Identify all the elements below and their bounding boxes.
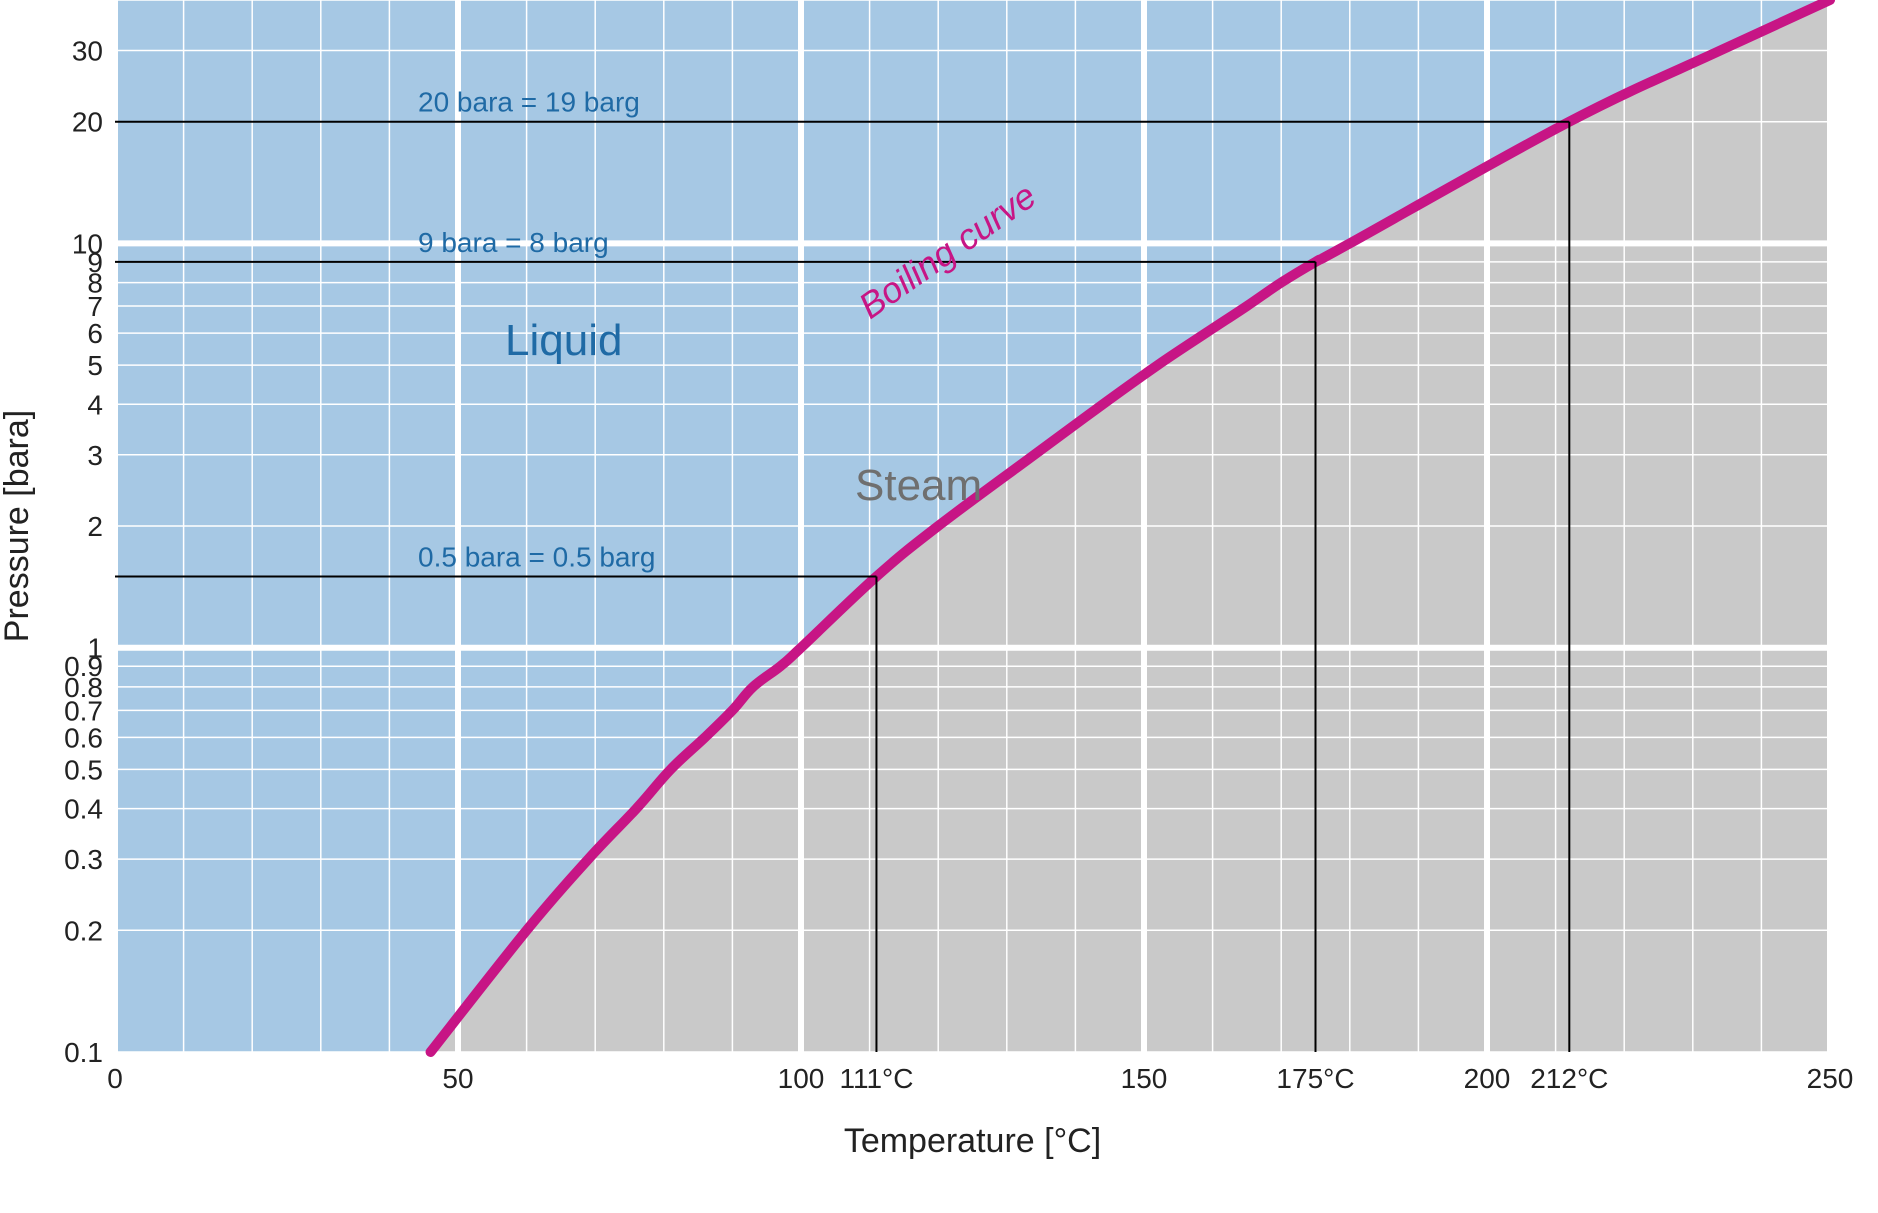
y-tick-label: 0.3 [64,844,103,875]
y-tick-label: 4 [87,389,103,420]
y-tick-label: 30 [72,36,103,67]
y-tick-label: 1 [87,633,103,664]
y-tick-label: 3 [87,440,103,471]
y-tick-label: 10 [72,228,103,259]
x-tick-label: 250 [1807,1063,1854,1094]
y-tick-label: 20 [72,107,103,138]
steam-label: Steam [855,461,982,510]
phase-diagram-chart: 20 bara = 19 barg 9 bara = 8 barg 0.5 bara… [0,0,1878,1213]
temp-marker-label: 111°C [839,1063,913,1094]
x-axis-label: Temperature [°C] [844,1122,1101,1160]
temp-marker-label: 212°C [1530,1063,1608,1094]
liquid-label: Liquid [505,316,622,365]
temp-marker-label: 175°C [1276,1063,1354,1094]
y-axis-label: Pressure [bara] [0,410,36,642]
y-tick-label: 0.6 [64,722,103,753]
x-tick-label: 50 [442,1063,473,1094]
x-tick-label: 100 [778,1063,825,1094]
y-tick-label: 0.5 [64,754,103,785]
x-tick-label: 200 [1464,1063,1511,1094]
y-tick-label: 0.1 [64,1037,103,1068]
y-tick-label: 6 [87,318,103,349]
x-tick-label: 0 [107,1063,123,1094]
chart-svg: 20 bara = 19 barg 9 bara = 8 barg 0.5 bara… [0,0,1878,1213]
pressure-annotation: 9 bara = 8 barg [418,227,609,258]
y-tick-label: 0.4 [64,794,103,825]
y-tick-label: 5 [87,350,103,381]
y-tick-label: 0.2 [64,915,103,946]
x-tick-label: 150 [1121,1063,1168,1094]
pressure-annotation: 0.5 bara = 0.5 barg [418,542,655,573]
y-tick-label: 2 [87,511,103,542]
pressure-annotation: 20 bara = 19 barg [418,87,640,118]
